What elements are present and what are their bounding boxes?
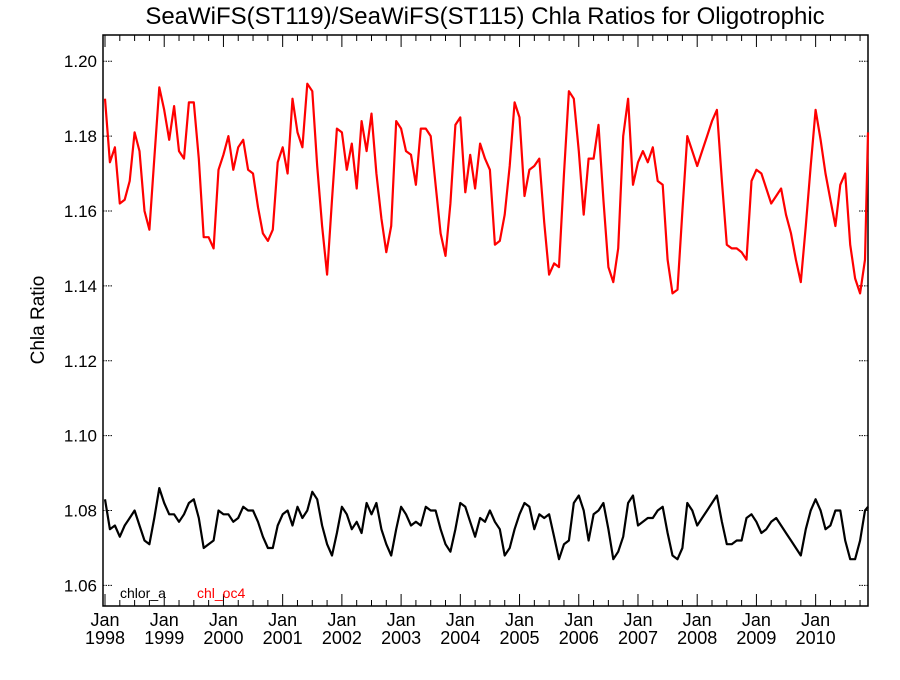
y-tick-label: 1.14: [64, 277, 97, 296]
series-group: [103, 82, 870, 561]
x-tick-label-year: 2009: [736, 628, 776, 648]
y-tick-label: 1.18: [64, 127, 97, 146]
x-tick-label-year: 2003: [381, 628, 421, 648]
x-tick-label-year: 1999: [144, 628, 184, 648]
y-tick-label: 1.10: [64, 427, 97, 446]
x-tick-label-year: 2001: [263, 628, 303, 648]
x-tick-label-month: Jan: [446, 610, 475, 630]
y-tick-label: 1.12: [64, 352, 97, 371]
x-tick-label-year: 2010: [796, 628, 836, 648]
x-tick-label-month: Jan: [327, 610, 356, 630]
x-tick-label-month: Jan: [564, 610, 593, 630]
x-tick-label-month: Jan: [90, 610, 119, 630]
x-axis: Jan1998Jan1999Jan2000Jan2001Jan2002Jan20…: [85, 35, 869, 648]
x-tick-label-year: 2005: [500, 628, 540, 648]
legend-entry-chlor-a: chlor_a: [120, 585, 166, 601]
y-axis: 1.06 1.08 1.10 1.12 1.14 1.16 1.18 1.20: [64, 52, 868, 595]
x-tick-label-month: Jan: [683, 610, 712, 630]
chart-title: SeaWiFS(ST119)/SeaWiFS(ST115) Chla Ratio…: [145, 3, 824, 30]
x-tick-label-month: Jan: [209, 610, 238, 630]
x-tick-label-month: Jan: [742, 610, 771, 630]
x-tick-label-month: Jan: [150, 610, 179, 630]
y-tick-label: 1.20: [64, 52, 97, 71]
x-tick-label-year: 2002: [322, 628, 362, 648]
x-tick-label-month: Jan: [801, 610, 830, 630]
x-tick-label-year: 2004: [440, 628, 480, 648]
series-line-chlor-a: [103, 487, 869, 561]
x-tick-label-year: 2008: [677, 628, 717, 648]
x-tick-label-year: 2006: [559, 628, 599, 648]
x-tick-label-year: 2000: [203, 628, 243, 648]
y-tick-label: 1.06: [64, 576, 97, 595]
x-tick-label-month: Jan: [387, 610, 416, 630]
plot-frame: [102, 34, 869, 607]
x-tick-label-month: Jan: [268, 610, 297, 630]
series-line-chl-oc4: [103, 82, 870, 295]
x-tick-label-year: 2007: [618, 628, 658, 648]
y-tick-label: 1.16: [64, 202, 97, 221]
x-tick-label-year: 1998: [85, 628, 125, 648]
x-tick-label-month: Jan: [505, 610, 534, 630]
y-axis-label: Chla Ratio: [28, 276, 49, 365]
legend-entry-chl-oc4: chl_oc4: [197, 585, 245, 601]
y-tick-label: 1.08: [64, 502, 97, 521]
x-tick-label-month: Jan: [623, 610, 652, 630]
